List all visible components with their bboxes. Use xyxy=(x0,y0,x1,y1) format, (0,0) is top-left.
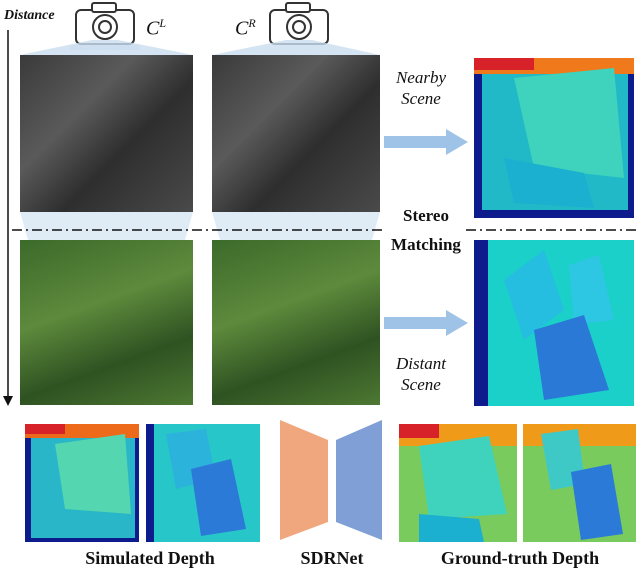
nearby-depth-map xyxy=(474,58,634,218)
distance-label: Distance xyxy=(4,8,55,23)
nearby-left-image xyxy=(20,55,193,212)
simulated-depth-map-1 xyxy=(25,424,139,542)
sdrnet-diagram xyxy=(280,420,382,540)
simulated-depth-map-2 xyxy=(146,424,260,542)
camera-right-label: CR xyxy=(235,16,256,40)
separator-line xyxy=(12,229,636,231)
ground-truth-depth-label: Ground-truth Depth xyxy=(440,548,600,568)
distant-left-image xyxy=(20,240,193,405)
simulated-depth-label: Simulated Depth xyxy=(85,548,215,568)
distant-right-image xyxy=(212,240,380,405)
ground-truth-depth-map-2 xyxy=(523,424,636,542)
distant-scene-label: Distant Scene xyxy=(395,354,447,394)
distance-axis-arrow xyxy=(3,30,13,406)
camera-left-label: CL xyxy=(146,16,167,40)
sdrnet-label: SDRNet xyxy=(300,548,364,568)
nearby-right-image xyxy=(212,55,380,212)
stereo-matching-label: Stereo Matching xyxy=(391,206,461,254)
arrow-distant xyxy=(384,310,468,336)
camera-right-icon xyxy=(269,2,329,45)
nearby-scene-label: Nearby Scene xyxy=(395,68,447,108)
distant-depth-map xyxy=(474,240,634,406)
projection-cones xyxy=(20,40,380,240)
ground-truth-depth-map-1 xyxy=(399,424,517,542)
arrow-nearby xyxy=(384,129,468,155)
